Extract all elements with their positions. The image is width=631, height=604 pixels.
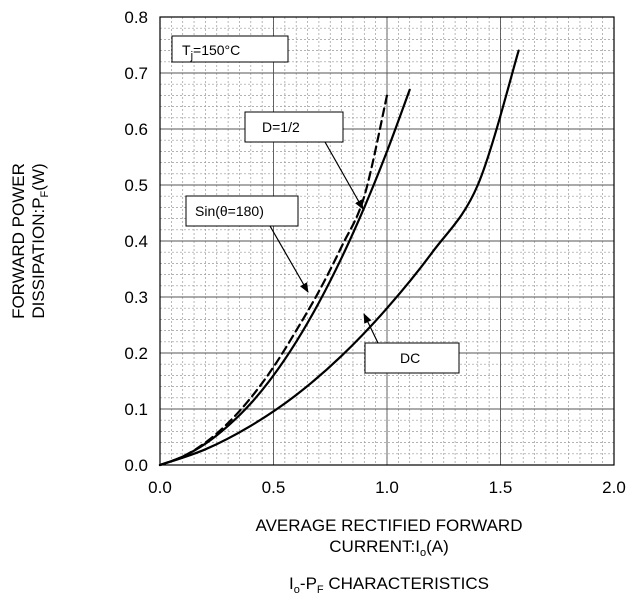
y-tick-label: 0.0 [124, 456, 148, 475]
y-axis-title-line2: DISSIPATION:PF(W) [29, 163, 51, 318]
y-tick-label: 0.7 [124, 64, 148, 83]
annotation-dc: DC [363, 313, 460, 374]
x-tick-labels: 0.0 0.5 1.0 1.5 2.0 [148, 478, 626, 497]
svg-text:Tj=150°C: Tj=150°C [182, 42, 240, 62]
x-tick-label: 1.0 [375, 478, 399, 497]
annotation-d-half: D=1/2 [244, 111, 364, 210]
x-tick-label: 1.5 [489, 478, 513, 497]
x-tick-label: 0.0 [148, 478, 172, 497]
x-tick-label: 0.5 [262, 478, 286, 497]
y-axis-title: FORWARD POWER DISSIPATION:PF(W) [9, 163, 51, 319]
series-line-2 [158, 49, 520, 467]
y-tick-label: 0.8 [124, 8, 148, 27]
y-tick-label: 0.1 [124, 400, 148, 419]
y-axis-title-line1: FORWARD POWER [9, 163, 28, 319]
series-line-1 [158, 88, 411, 467]
series-layer [158, 49, 520, 467]
condition-subscript: j [190, 50, 193, 62]
annotation-dc-label: DC [400, 350, 420, 366]
y-tick-label: 0.3 [124, 288, 148, 307]
condition-label: Tj=150°C [171, 35, 289, 63]
x-axis-title: AVERAGE RECTIFIED FORWARD CURRENT:Io(A) [256, 516, 523, 559]
y-tick-labels: 0.0 0.1 0.2 0.3 0.4 0.5 0.6 0.7 0.8 [124, 8, 148, 475]
y-tick-label: 0.2 [124, 344, 148, 363]
annotation-d-half-label: D=1/2 [262, 119, 300, 135]
annotation-sin-label: Sin(θ=180) [195, 203, 264, 219]
y-tick-label: 0.4 [124, 232, 148, 251]
condition-T: T [182, 42, 191, 58]
condition-value: =150°C [193, 42, 240, 58]
plot-frame [159, 16, 615, 466]
annotation-sin: Sin(θ=180) [185, 195, 309, 293]
x-axis-title-line2: CURRENT:Io(A) [329, 537, 448, 559]
x-axis-title-line1: AVERAGE RECTIFIED FORWARD [256, 516, 523, 535]
x-tick-label: 2.0 [602, 478, 626, 497]
y-tick-label: 0.6 [124, 120, 148, 139]
chart-title: Io-PF CHARACTERISTICS [289, 574, 489, 596]
y-tick-label: 0.5 [124, 176, 148, 195]
